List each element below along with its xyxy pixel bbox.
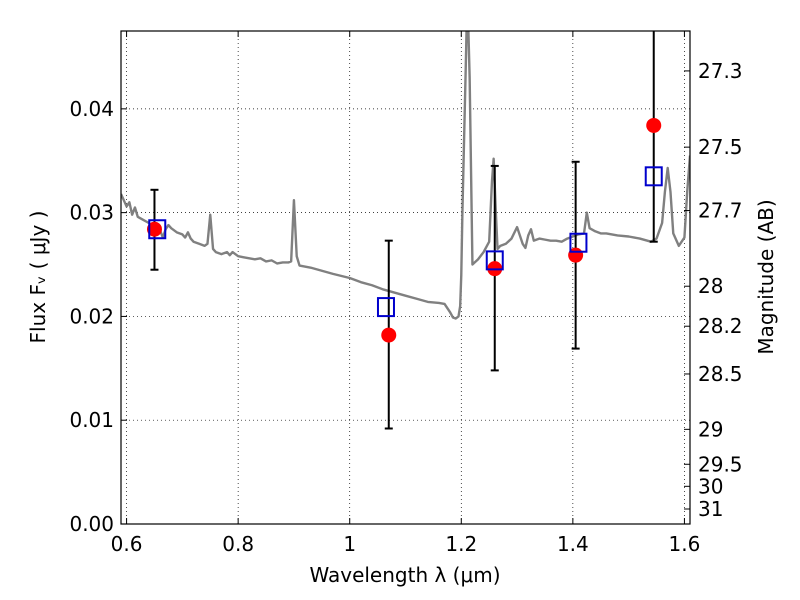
x-axis-label: Wavelength λ (μm) bbox=[309, 563, 500, 587]
magnitude-tick-label: 27.3 bbox=[698, 59, 743, 83]
y-tick-label: 0.03 bbox=[69, 201, 114, 225]
x-tick-label: 1.6 bbox=[669, 532, 701, 556]
model-photometry-layer bbox=[148, 166, 663, 318]
y-tick-labels: 0.00 0.01 0.02 0.03 0.04 bbox=[69, 97, 114, 536]
model-sed-line bbox=[121, 31, 690, 320]
model-photometry-square bbox=[569, 232, 588, 253]
observed-flux-point bbox=[146, 221, 162, 237]
magnitude-tick-label: 29 bbox=[698, 417, 723, 441]
model-sed-layer bbox=[121, 31, 690, 320]
x-tick-label: 0.6 bbox=[111, 532, 143, 556]
magnitude-tick-label: 31 bbox=[698, 497, 723, 521]
model-photometry-square bbox=[485, 250, 504, 271]
y-tick-label: 0.00 bbox=[69, 512, 114, 536]
magnitude-tick-label: 29.5 bbox=[698, 452, 743, 476]
y-axis-label: Flux Fᵥ ( μJy ) bbox=[26, 211, 50, 344]
x-tick-label: 0.8 bbox=[222, 532, 254, 556]
magnitude-tick-label: 27.5 bbox=[698, 135, 743, 159]
magnitude-tick-label: 28.5 bbox=[698, 362, 743, 386]
x-tick-label: 1 bbox=[343, 532, 356, 556]
tick-marks bbox=[121, 31, 690, 525]
magnitude-tick-label: 27.7 bbox=[698, 199, 743, 223]
plot-frame bbox=[120, 30, 691, 525]
y-tick-label: 0.01 bbox=[69, 408, 114, 432]
x-tick-label: 1.4 bbox=[557, 532, 589, 556]
magnitude-tick-label: 28 bbox=[698, 274, 723, 298]
magnitude-tick-label: 30 bbox=[698, 474, 723, 498]
observed-flux-point bbox=[381, 327, 397, 343]
y-tick-label: 0.04 bbox=[69, 97, 114, 121]
model-photometry-square bbox=[376, 297, 395, 318]
y-axis-right-label: Magnitude (AB) bbox=[754, 199, 778, 354]
grid-lines bbox=[121, 31, 690, 525]
x-tick-label: 1.2 bbox=[445, 532, 477, 556]
observed-flux-point bbox=[646, 117, 662, 133]
magnitude-tick-label: 28.2 bbox=[698, 314, 743, 338]
model-photometry-square bbox=[644, 166, 663, 187]
y-tick-label: 0.02 bbox=[69, 304, 114, 328]
x-tick-labels: 0.6 0.8 1 1.2 1.4 1.6 bbox=[111, 532, 701, 556]
model-photometry-square bbox=[148, 219, 167, 240]
error-bars-layer bbox=[150, 31, 658, 430]
